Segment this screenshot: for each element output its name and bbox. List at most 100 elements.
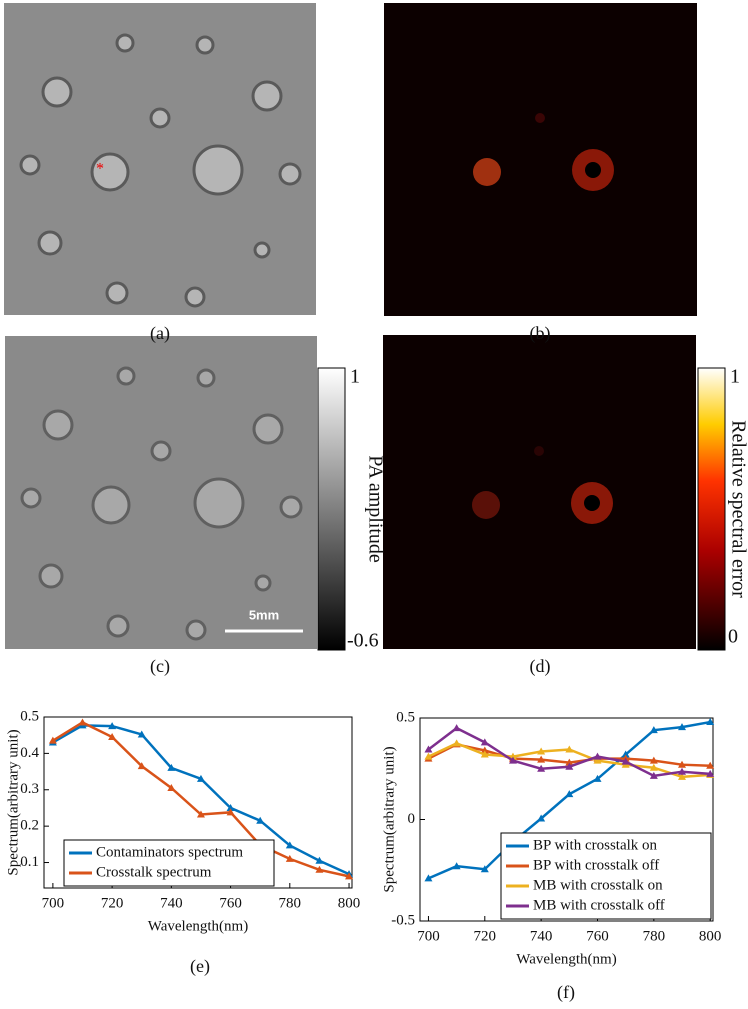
- marker: [452, 724, 461, 732]
- legend: [63, 839, 275, 887]
- colorbar: [317, 367, 346, 651]
- marker: [621, 757, 630, 765]
- x-tick-label: 760: [586, 928, 609, 944]
- marker: [678, 723, 687, 731]
- image-b: [384, 3, 697, 316]
- image-a: *: [4, 3, 316, 315]
- marker: [452, 739, 461, 747]
- y-tick-label: 0.5: [20, 708, 39, 724]
- x-tick-label: 720: [474, 928, 497, 944]
- colorbar-label: PA amplitude: [364, 455, 386, 563]
- legend: [500, 832, 712, 920]
- marker: [508, 756, 517, 764]
- image-d: [383, 335, 696, 649]
- marker: [621, 750, 630, 758]
- marker: [565, 745, 574, 753]
- x-tick-label: 780: [279, 895, 302, 911]
- marker: [593, 752, 602, 760]
- x-tick-label: 780: [643, 928, 666, 944]
- marker: [537, 814, 546, 822]
- marker: [167, 763, 176, 771]
- legend-label: BP with crosstalk off: [533, 857, 659, 873]
- x-tick-label: 720: [101, 895, 124, 911]
- x-axis-label: Wavelength(nm): [148, 918, 248, 934]
- colorbar-tick: 0: [728, 626, 738, 648]
- marker: [196, 774, 205, 782]
- plot-area: [43, 716, 353, 889]
- panel-label: (c): [150, 656, 170, 677]
- marker: [565, 762, 574, 770]
- y-axis-label: Spectrum(arbitrary unit): [381, 746, 397, 892]
- marker: [48, 736, 57, 744]
- panel-label: (b): [530, 323, 551, 344]
- marker: [424, 745, 433, 753]
- marker: [108, 722, 117, 730]
- colorbar-label: Relative spectral error: [727, 420, 748, 598]
- marker: [285, 841, 294, 849]
- marker: [345, 872, 354, 880]
- x-tick-label: 740: [160, 895, 183, 911]
- x-tick-label: 700: [417, 928, 440, 944]
- marker: [537, 755, 546, 763]
- marker: [256, 816, 265, 824]
- marker: [226, 808, 235, 816]
- image-c: 5mm: [5, 336, 317, 649]
- y-tick-label: 0.5: [396, 709, 415, 725]
- marker: [508, 752, 517, 760]
- panel-label: (a): [150, 323, 170, 344]
- marker: [480, 746, 489, 754]
- marker: [537, 747, 546, 755]
- x-tick-label: 740: [530, 928, 553, 944]
- svg-text:*: *: [96, 161, 104, 178]
- marker: [706, 718, 715, 726]
- marker: [137, 730, 146, 738]
- marker: [480, 750, 489, 758]
- marker: [678, 767, 687, 775]
- marker: [480, 865, 489, 873]
- marker: [593, 756, 602, 764]
- y-tick-label: 0: [408, 811, 416, 827]
- legend-label: MB with crosstalk off: [533, 897, 665, 913]
- marker: [196, 810, 205, 818]
- y-tick-label: 0.3: [20, 781, 39, 797]
- y-tick-label: 0.4: [20, 745, 39, 761]
- marker: [226, 803, 235, 811]
- y-tick-label: -0.5: [391, 912, 415, 928]
- marker: [649, 756, 658, 764]
- x-tick-label: 700: [42, 895, 65, 911]
- panel-label: (f): [557, 982, 575, 1003]
- x-tick-label: 800: [699, 928, 722, 944]
- marker: [285, 854, 294, 862]
- marker: [78, 718, 87, 726]
- y-tick-label: 0.1: [20, 854, 39, 870]
- marker: [593, 774, 602, 782]
- colorbar-tick: 1: [350, 366, 360, 388]
- y-axis-label: Spectrum(arbitrary unit): [5, 729, 21, 875]
- marker: [424, 752, 433, 760]
- legend-label: Crosstalk spectrum: [96, 864, 212, 880]
- colorbar-tick: -0.6: [347, 630, 379, 652]
- colorbar-tick: 1: [730, 366, 740, 388]
- marker: [315, 856, 324, 864]
- legend-label: Contaminators spectrum: [96, 844, 243, 860]
- marker: [678, 760, 687, 768]
- marker: [649, 771, 658, 779]
- x-tick-label: 800: [338, 895, 361, 911]
- legend-label: BP with crosstalk on: [533, 837, 658, 853]
- marker: [565, 790, 574, 798]
- marker: [452, 862, 461, 870]
- marker: [649, 726, 658, 734]
- marker: [167, 783, 176, 791]
- marker: [537, 764, 546, 772]
- panel-label: (e): [190, 956, 210, 977]
- marker: [678, 772, 687, 780]
- x-axis-label: Wavelength(nm): [516, 951, 616, 967]
- scale-bar-label: 5mm: [249, 607, 279, 622]
- marker: [649, 763, 658, 771]
- y-tick-label: 0.2: [20, 818, 39, 834]
- marker: [108, 733, 117, 741]
- marker: [565, 758, 574, 766]
- marker: [706, 769, 715, 777]
- x-tick-label: 760: [219, 895, 242, 911]
